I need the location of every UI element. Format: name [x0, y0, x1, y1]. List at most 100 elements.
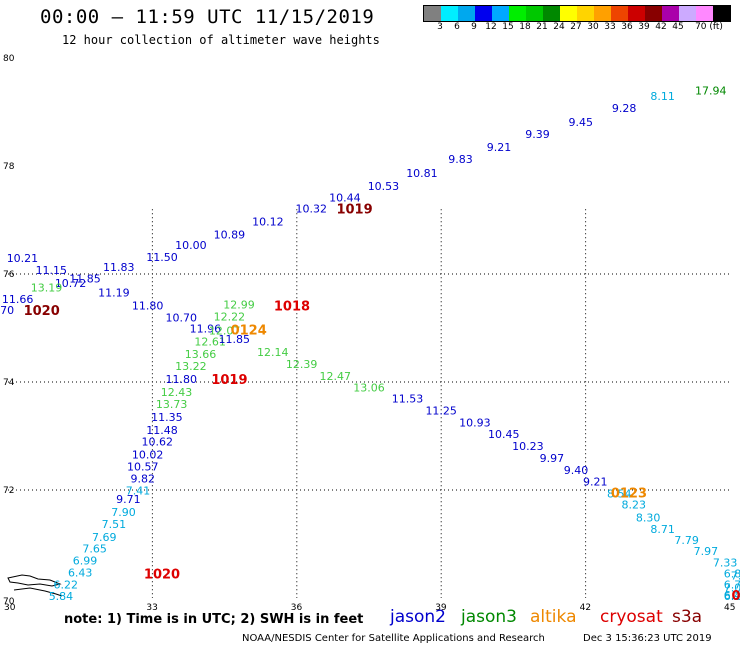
- color-swatch: [526, 6, 543, 21]
- wave-height-label: 10.70: [166, 312, 198, 325]
- lat-tick-label: 72: [3, 486, 14, 496]
- color-swatch: [492, 6, 509, 21]
- satellite-altika: altika: [530, 607, 577, 627]
- map-grid: [8, 209, 730, 598]
- color-swatch: [628, 6, 645, 21]
- wave-height-label: 11.25: [425, 404, 457, 417]
- lon-tick-label: 36: [291, 603, 303, 613]
- wave-height-label: 6.99: [73, 555, 98, 568]
- wave-height-label: 7.90: [111, 506, 136, 519]
- lat-tick-label: 78: [3, 162, 15, 172]
- lon-tick-label: 30: [4, 603, 16, 613]
- units-note: note: 1) Time is in UTC; 2) SWH is in fe…: [64, 612, 364, 627]
- map-axis-labels: 30 33 36 39 42 45 70 72 74 76 78 80: [3, 54, 735, 613]
- lat-tick-label: 80: [3, 54, 15, 64]
- wave-height-label: 7.79: [674, 534, 699, 547]
- wave-height-label: 10.21: [7, 252, 39, 265]
- wave-height-label: 10.12: [252, 215, 284, 228]
- color-scale-tick: 12: [485, 22, 497, 32]
- wave-height-label: 11.83: [103, 261, 135, 274]
- color-swatch: [594, 6, 611, 21]
- color-scale-tick: 6: [454, 22, 460, 32]
- pass-time-label: 1020: [24, 304, 60, 319]
- satellite-cryosat: cryosat: [600, 607, 663, 627]
- color-swatch: [679, 6, 696, 21]
- wave-height-label: 10.53: [368, 180, 400, 193]
- color-scale-tick: 15: [502, 22, 514, 32]
- wave-height-label: 10.89: [214, 228, 246, 241]
- wave-height-label: 12.07: [209, 324, 241, 337]
- color-scale-tick: 70 (ft): [695, 22, 723, 32]
- wave-height-label: 7.41: [126, 484, 151, 497]
- color-swatch: [662, 6, 679, 21]
- wave-height-label: 10.70: [0, 304, 14, 317]
- wave-height-label: 5.84: [49, 590, 74, 603]
- wave-height-label: 7.: [731, 570, 740, 583]
- wave-height-label: 7.97: [694, 545, 719, 558]
- wave-observations: 17.94 8.11 9.28 9.45 9.39 9.21 9.83 10.81 10.53 1…: [0, 85, 740, 603]
- lat-tick-label: 76: [3, 270, 15, 280]
- color-swatch: [458, 6, 475, 21]
- satellite-jason2: jason2: [390, 607, 446, 627]
- color-swatch: [560, 6, 577, 21]
- wave-height-label: 11.19: [98, 287, 130, 300]
- source-credit: NOAA/NESDIS Center for Satellite Applica…: [242, 633, 545, 644]
- wave-height-label: 7.33: [713, 557, 738, 570]
- satellite-s3a: s3a: [672, 607, 703, 627]
- color-scale-tick: 42: [655, 22, 667, 32]
- wave-height-label: 10.02: [132, 449, 164, 462]
- wave-height-label: 7.51: [102, 518, 127, 531]
- lat-tick-label: 70: [3, 597, 15, 607]
- wave-height-label: 7.65: [82, 543, 107, 556]
- wave-height-label: 9.28: [612, 102, 637, 115]
- wave-height-label: 6.84: [724, 567, 740, 580]
- wave-height-label: 10.44: [329, 192, 361, 205]
- wave-height-label: 11.66: [2, 293, 34, 306]
- wave-height-label: 10.93: [459, 416, 491, 429]
- wave-height-label: 12.14: [257, 346, 289, 359]
- wave-height-label: 9.45: [569, 116, 594, 129]
- pass-time-label: 0124: [231, 323, 267, 338]
- wave-height-label: 6.27: [724, 590, 740, 603]
- wave-height-label: 6.22: [54, 578, 79, 591]
- wave-height-label: 13.06: [353, 382, 385, 395]
- wave-height-label: 12.22: [214, 310, 246, 323]
- wave-height-label: 10.81: [406, 167, 438, 180]
- color-scale-tick: 33: [604, 22, 616, 32]
- wave-height-label: 11.48: [146, 424, 178, 437]
- wave-height-label: 7.69: [92, 531, 117, 544]
- color-swatch: [509, 6, 526, 21]
- color-swatch: [424, 6, 441, 21]
- wave-height-label: 6.47: [724, 589, 740, 602]
- wave-height-label: 7.05: [724, 582, 740, 595]
- color-swatch: [543, 6, 560, 21]
- wave-height-label: 12.61: [194, 335, 226, 348]
- wave-height-label: 11.96: [190, 322, 222, 335]
- color-swatch: [645, 6, 662, 21]
- coastline-inlet: [13, 587, 63, 597]
- wave-height-label: 10.23: [512, 440, 544, 453]
- color-swatch: [441, 6, 458, 21]
- wave-height-label: 8.23: [621, 498, 646, 511]
- wave-height-label: 6.43: [68, 566, 93, 579]
- page-subtitle: 12 hour collection of altimeter wave hei…: [62, 33, 380, 47]
- pass-time-label: 0: [731, 589, 740, 604]
- lon-tick-label: 45: [724, 603, 735, 613]
- wave-height-label: 8.11: [650, 90, 675, 103]
- wave-height-label: 11.50: [146, 251, 178, 264]
- color-swatch: [611, 6, 628, 21]
- wave-height-label: 12.47: [320, 370, 352, 383]
- color-swatch: [713, 6, 730, 21]
- lon-tick-label: 42: [580, 603, 591, 613]
- satellite-jason3: jason3: [461, 607, 517, 627]
- color-scale-tick: 24: [553, 22, 565, 32]
- wave-height-label: 17.94: [695, 85, 727, 98]
- wave-height-label: 13.22: [175, 360, 207, 373]
- pass-time-label: 1018: [274, 300, 310, 315]
- wave-height-label: 11.53: [392, 393, 424, 406]
- lat-tick-label: 74: [3, 378, 15, 388]
- wave-height-label: 10.72: [55, 277, 87, 290]
- pass-time-label: 1019: [211, 373, 247, 388]
- color-swatch: [696, 6, 713, 21]
- color-scale-tick: 27: [570, 22, 582, 32]
